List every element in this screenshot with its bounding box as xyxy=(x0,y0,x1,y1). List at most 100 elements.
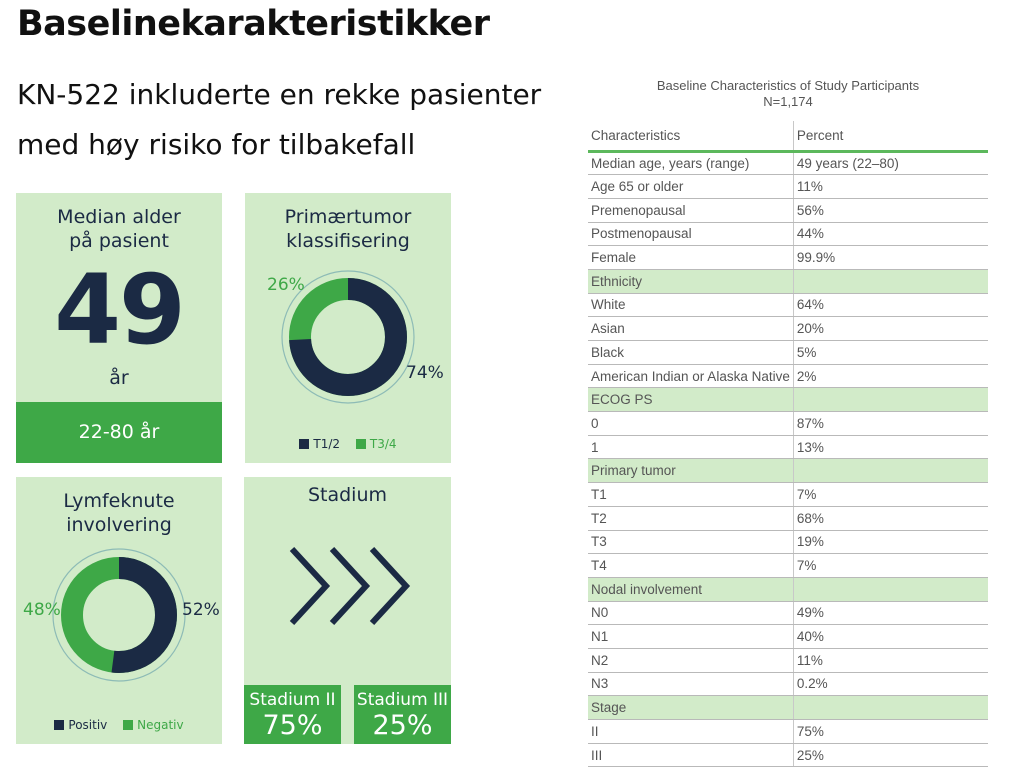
row-label: T3 xyxy=(588,530,794,555)
table-row: Black 5% xyxy=(588,340,988,365)
lymph-pct-green: 48% xyxy=(23,600,61,620)
table-row: Female 99.9% xyxy=(588,245,988,270)
table-row: Age 65 or older 11% xyxy=(588,174,988,199)
row-label: N0 xyxy=(588,601,794,626)
stage-iii-value: 25% xyxy=(372,710,433,741)
row-label: Asian xyxy=(588,316,794,341)
legend-t34: T3/4 xyxy=(355,437,397,451)
table-row: T3 19% xyxy=(588,530,988,555)
table-caption: Baseline Characteristics of Study Partic… xyxy=(656,78,920,109)
legend-t12: T1/2 xyxy=(299,437,340,451)
stage-ii-value: 75% xyxy=(262,710,323,741)
row-value: 0.2% xyxy=(793,672,988,697)
row-label: ECOG PS xyxy=(588,387,794,413)
row-value: 49% xyxy=(793,601,988,626)
page-title: Baselinekarakteristikker xyxy=(17,4,490,44)
stage-title: Stadium xyxy=(307,484,388,506)
table-section-row: Stage xyxy=(588,695,988,720)
row-value: 75% xyxy=(793,719,988,744)
table-row: 1 13% xyxy=(588,435,988,460)
table-header-row: Characteristics Percent xyxy=(588,121,988,153)
navy-swatch xyxy=(299,439,310,449)
row-label: T2 xyxy=(588,506,794,531)
row-label: Female xyxy=(588,245,794,270)
tumor-legend: T1/2 T3/4 xyxy=(245,437,451,451)
row-label: Primary tumor xyxy=(588,458,794,484)
table-section-row: Ethnicity xyxy=(588,269,988,294)
table-row: 0 87% xyxy=(588,411,988,436)
row-label: White xyxy=(588,293,794,318)
median-age-unit: år xyxy=(109,367,129,389)
row-value: 19% xyxy=(793,530,988,555)
median-age-title: Median alder på pasient xyxy=(57,206,181,252)
table-row: III 25% xyxy=(588,743,988,768)
row-label: T4 xyxy=(588,553,794,578)
stage-ii-label: Stadium II xyxy=(249,690,336,710)
row-label: II xyxy=(588,719,794,744)
table-row: N1 40% xyxy=(588,624,988,649)
table-row: T1 7% xyxy=(588,482,988,507)
row-label: Ethnicity xyxy=(588,269,794,294)
table-row: Premenopausal 56% xyxy=(588,198,988,223)
primary-tumor-title: Primærtumor klassifisering xyxy=(284,206,412,252)
stage-iii-label: Stadium III xyxy=(356,690,449,710)
legend-positiv: Positiv xyxy=(54,718,107,732)
row-value: 44% xyxy=(793,222,988,247)
triple-chevron-right-icon xyxy=(289,546,411,626)
primary-tumor-donut xyxy=(281,270,415,404)
table-row: N2 11% xyxy=(588,648,988,673)
lymph-legend: Positiv Negativ xyxy=(16,718,222,732)
row-value: 25% xyxy=(793,743,988,768)
table-section-row: Primary tumor xyxy=(588,458,988,484)
row-value: 49 years (22–80) xyxy=(793,151,988,176)
row-value: 99.9% xyxy=(793,245,988,270)
age-range-bar: 22-80 år xyxy=(16,402,222,463)
median-age-value: 49 xyxy=(54,254,186,366)
row-value xyxy=(793,577,988,602)
green-swatch xyxy=(355,439,366,449)
table-row: T4 7% xyxy=(588,553,988,578)
tumor-donut-navy-segment xyxy=(289,278,407,396)
table-row: Median age, years (range) 49 years (22–80… xyxy=(588,151,988,176)
stage-iii-box: Stadium III 25% xyxy=(354,685,451,744)
row-label: American Indian or Alaska Native xyxy=(588,364,794,389)
row-value xyxy=(793,269,988,294)
tumor-donut-outer-ring xyxy=(281,270,415,404)
lymph-donut-navy-segment xyxy=(61,557,177,673)
stage-ii-box: Stadium II 75% xyxy=(244,685,341,744)
table-row: T2 68% xyxy=(588,506,988,531)
legend-negativ: Negativ xyxy=(123,718,184,732)
row-label: N3 xyxy=(588,672,794,697)
row-value: 7% xyxy=(793,482,988,507)
lymph-pct-navy: 52% xyxy=(182,600,220,620)
row-value xyxy=(793,458,988,484)
row-label: Postmenopausal xyxy=(588,222,794,247)
navy-swatch xyxy=(54,720,65,730)
row-label: 1 xyxy=(588,435,794,460)
lymph-node-card: Lymfeknute involvering 48% 52% Positiv N… xyxy=(16,477,222,744)
lymph-donut-outer-ring xyxy=(52,548,186,682)
row-value: 20% xyxy=(793,316,988,341)
table-row: Asian 20% xyxy=(588,316,988,341)
green-swatch xyxy=(123,720,134,730)
row-value: 40% xyxy=(793,624,988,649)
row-value xyxy=(793,387,988,413)
lymph-node-donut xyxy=(52,548,186,682)
row-value: 13% xyxy=(793,435,988,460)
row-value: 2% xyxy=(793,364,988,389)
row-value: 87% xyxy=(793,411,988,436)
row-label: T1 xyxy=(588,482,794,507)
table-section-row: ECOG PS xyxy=(588,387,988,413)
table-section-row: Nodal involvement xyxy=(588,577,988,602)
row-label: Premenopausal xyxy=(588,198,794,223)
row-value: 7% xyxy=(793,553,988,578)
row-value xyxy=(793,695,988,720)
table-row: White 64% xyxy=(588,293,988,318)
column-header-characteristics: Characteristics xyxy=(588,121,794,153)
tumor-pct-navy: 74% xyxy=(406,363,444,383)
median-age-card: Median alder på pasient 49 år 22-80 år xyxy=(16,193,222,463)
row-label: N2 xyxy=(588,648,794,673)
page-subtitle: KN-522 inkluderte en rekke pasienter med… xyxy=(17,78,542,161)
row-value: 11% xyxy=(793,174,988,199)
table-row: Postmenopausal 44% xyxy=(588,222,988,247)
